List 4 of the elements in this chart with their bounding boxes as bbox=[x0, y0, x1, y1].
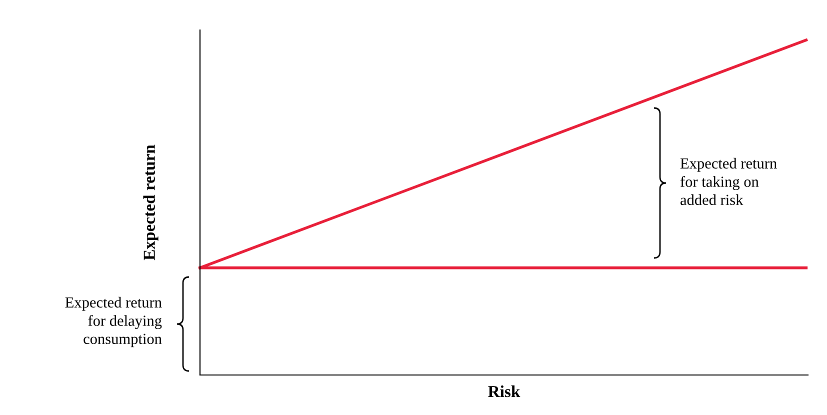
y-axis-title: Expected return bbox=[143, 144, 158, 260]
annotation: Expected return for delaying consumption bbox=[65, 296, 162, 348]
annotation: Expected return for taking on added risk bbox=[680, 158, 777, 206]
x-axis-title: Risk bbox=[488, 385, 520, 398]
